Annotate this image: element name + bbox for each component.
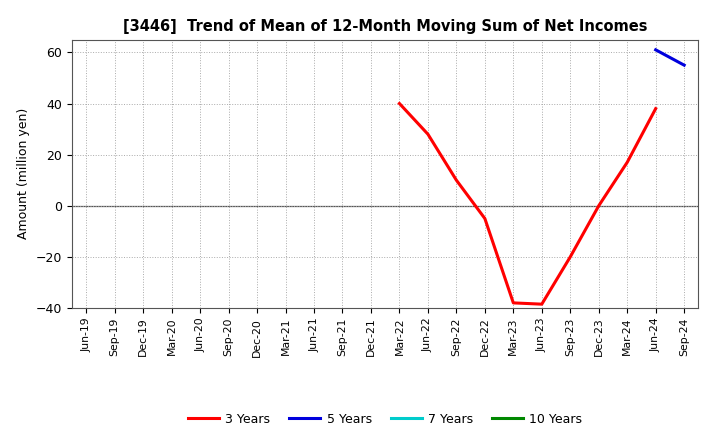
Legend: 3 Years, 5 Years, 7 Years, 10 Years: 3 Years, 5 Years, 7 Years, 10 Years <box>183 407 588 431</box>
Title: [3446]  Trend of Mean of 12-Month Moving Sum of Net Incomes: [3446] Trend of Mean of 12-Month Moving … <box>123 19 647 34</box>
Y-axis label: Amount (million yen): Amount (million yen) <box>17 108 30 239</box>
